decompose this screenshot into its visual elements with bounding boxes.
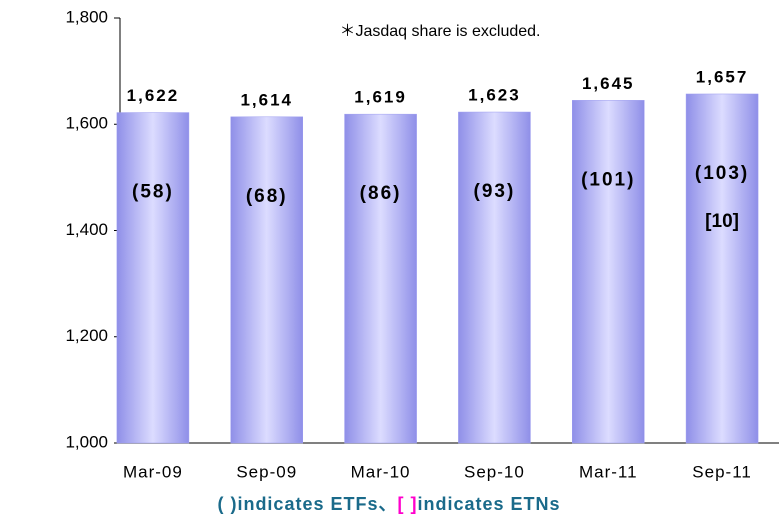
- x-tick-label: Mar-09: [123, 462, 183, 481]
- value-label: 1,622: [127, 86, 180, 105]
- bar: [685, 93, 759, 444]
- x-tick-label: Sep-11: [692, 462, 752, 481]
- etf-label: (103): [695, 163, 749, 184]
- value-label: 1,645: [582, 74, 635, 93]
- y-tick-label: 1,400: [65, 220, 108, 239]
- value-label: 1,619: [354, 88, 407, 107]
- bar: [230, 116, 303, 444]
- value-label: 1,657: [696, 67, 749, 86]
- annotation: ＊Jasdaq share is excluded.: [339, 23, 540, 40]
- etf-label: (101): [581, 169, 635, 190]
- footer-bracket: [ ]: [397, 494, 417, 514]
- value-label: 1,623: [468, 86, 521, 105]
- bar: [572, 100, 645, 444]
- x-tick-label: Mar-10: [351, 462, 411, 481]
- etf-label: (93): [474, 181, 516, 202]
- x-tick-label: Mar-11: [579, 462, 638, 481]
- x-tick-label: Sep-10: [464, 462, 525, 481]
- y-tick-label: 1,000: [65, 432, 108, 451]
- etf-label: (86): [360, 183, 402, 204]
- value-label: 1,614: [240, 90, 293, 109]
- x-tick-label: Sep-09: [236, 462, 297, 481]
- footer-etf: ( )indicates ETFs、: [217, 494, 397, 514]
- bar: [116, 112, 190, 444]
- y-tick-label: 1,200: [65, 326, 108, 345]
- etf-label: (68): [246, 186, 288, 207]
- y-tick-label: 1,600: [65, 114, 108, 133]
- footer-etn: indicates ETNs: [417, 494, 560, 514]
- etf-label: (58): [132, 182, 174, 203]
- bar: [458, 111, 531, 444]
- footer: ( )indicates ETFs、[ ]indicates ETNs: [217, 494, 560, 514]
- etn-label: [10]: [705, 211, 739, 232]
- bar: [344, 113, 417, 444]
- y-tick-label: 1,800: [65, 7, 108, 26]
